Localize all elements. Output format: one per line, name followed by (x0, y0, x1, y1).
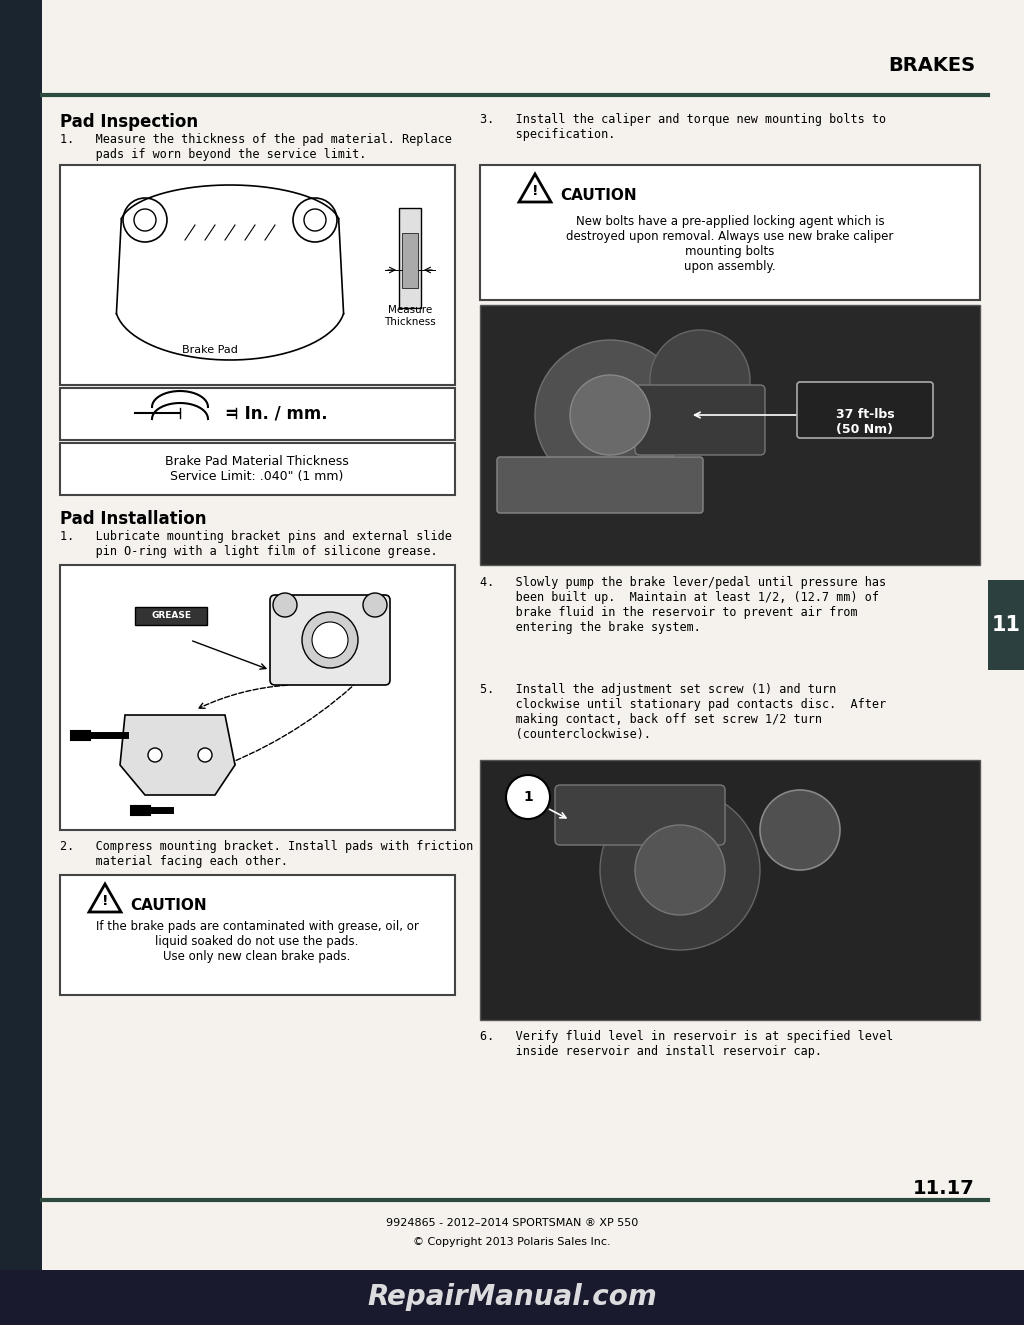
Text: 1.   Lubricate mounting bracket pins and external slide
     pin O-ring with a l: 1. Lubricate mounting bracket pins and e… (60, 530, 452, 558)
Text: New bolts have a pre-applied locking agent which is
destroyed upon removal. Alwa: New bolts have a pre-applied locking age… (566, 215, 894, 273)
Circle shape (312, 621, 348, 659)
Text: 37 ft-lbs
(50 Nm): 37 ft-lbs (50 Nm) (836, 408, 894, 436)
Text: 1.   Measure the thickness of the pad material. Replace
     pads if worn beyond: 1. Measure the thickness of the pad mate… (60, 132, 452, 162)
Bar (988, 580, 1024, 670)
Text: Brake Pad: Brake Pad (182, 344, 238, 355)
Bar (0, 0, 42, 1325)
Circle shape (600, 790, 760, 950)
Circle shape (198, 749, 212, 762)
Bar (402, 233, 418, 288)
Text: Pad Installation: Pad Installation (60, 510, 207, 527)
Circle shape (650, 330, 750, 431)
FancyBboxPatch shape (635, 386, 765, 454)
Text: 11: 11 (991, 615, 1021, 635)
Bar (60, 166, 455, 386)
Bar (60, 443, 455, 496)
Text: CAUTION: CAUTION (130, 898, 207, 913)
Text: Measure
Thickness: Measure Thickness (384, 305, 436, 326)
Circle shape (302, 612, 358, 668)
Bar (480, 761, 980, 1020)
FancyBboxPatch shape (270, 595, 390, 685)
Text: 4.   Slowly pump the brake lever/pedal until pressure has
     been built up.  M: 4. Slowly pump the brake lever/pedal unt… (480, 576, 886, 633)
Text: 11.17: 11.17 (913, 1179, 975, 1198)
Circle shape (362, 594, 387, 617)
Circle shape (148, 749, 162, 762)
Text: = In. / mm.: = In. / mm. (225, 404, 328, 421)
Text: 3.   Install the caliper and torque new mounting bolts to
     specification.: 3. Install the caliper and torque new mo… (480, 113, 886, 140)
Text: 5.   Install the adjustment set screw (1) and turn
     clockwise until stationa: 5. Install the adjustment set screw (1) … (480, 682, 886, 741)
Bar (60, 564, 455, 829)
Text: 1: 1 (523, 790, 532, 804)
Text: RepairManual.com: RepairManual.com (368, 1283, 656, 1310)
Circle shape (760, 790, 840, 871)
Text: CAUTION: CAUTION (560, 188, 637, 203)
Bar (480, 305, 980, 564)
Circle shape (535, 341, 685, 490)
Text: If the brake pads are contaminated with grease, oil, or
liquid soaked do not use: If the brake pads are contaminated with … (95, 920, 419, 963)
Bar (60, 388, 455, 440)
Circle shape (506, 775, 550, 819)
Bar (480, 166, 980, 299)
Text: GREASE: GREASE (151, 611, 191, 620)
Circle shape (570, 375, 650, 454)
FancyBboxPatch shape (497, 457, 703, 513)
Polygon shape (89, 884, 121, 912)
Bar (60, 874, 455, 995)
Bar (399, 208, 421, 307)
Circle shape (273, 594, 297, 617)
Polygon shape (120, 716, 234, 795)
Text: BRAKES: BRAKES (888, 56, 975, 76)
Bar (135, 607, 207, 625)
Bar (0, 1269, 1024, 1325)
Polygon shape (519, 174, 551, 201)
Text: !: ! (531, 184, 539, 197)
Circle shape (635, 825, 725, 916)
Text: © Copyright 2013 Polaris Sales Inc.: © Copyright 2013 Polaris Sales Inc. (414, 1238, 610, 1247)
Text: !: ! (101, 894, 109, 908)
FancyBboxPatch shape (797, 382, 933, 439)
Text: Brake Pad Material Thickness
Service Limit: .040" (1 mm): Brake Pad Material Thickness Service Lim… (165, 454, 349, 484)
Text: Pad Inspection: Pad Inspection (60, 113, 198, 131)
FancyBboxPatch shape (555, 784, 725, 845)
Text: 6.   Verify fluid level in reservoir is at specified level
     inside reservoir: 6. Verify fluid level in reservoir is at… (480, 1030, 893, 1057)
Text: 2.   Compress mounting bracket. Install pads with friction
     material facing : 2. Compress mounting bracket. Install pa… (60, 840, 473, 868)
Text: 9924865 - 2012–2014 SPORTSMAN ® XP 550: 9924865 - 2012–2014 SPORTSMAN ® XP 550 (386, 1218, 638, 1228)
